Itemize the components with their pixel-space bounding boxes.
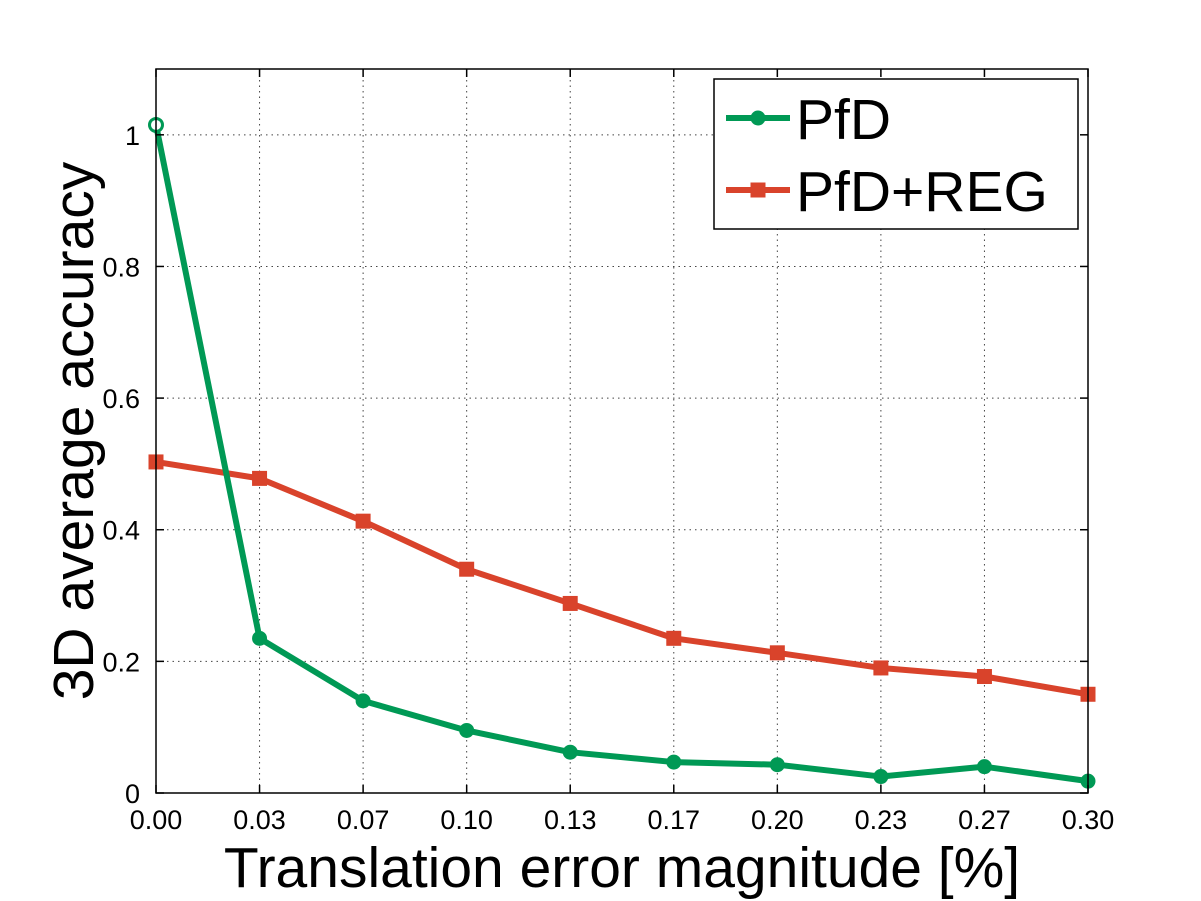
x-tick-label: 0.30: [1062, 805, 1115, 835]
data-point-pfd: [769, 757, 785, 773]
x-tick-label: 0.17: [647, 805, 700, 835]
legend-box: [713, 78, 1079, 230]
x-tick-label: 0.03: [233, 805, 286, 835]
data-point-pfd: [976, 759, 992, 775]
data-point-pfd: [459, 722, 475, 738]
data-point-pfd: [355, 693, 371, 709]
x-tick-label: 0.27: [958, 805, 1011, 835]
data-point-pfd: [562, 744, 578, 760]
data-point-pfd-reg: [873, 660, 889, 676]
y-tick-label: 0.4: [102, 516, 140, 546]
legend-marker-pfd: [750, 110, 766, 126]
legend-entry-pfd-reg: PfD+REG: [726, 160, 1048, 224]
x-tick-label: 0.23: [855, 805, 908, 835]
data-point-pfd-reg: [355, 513, 371, 529]
y-tick-label: 0.2: [102, 647, 140, 677]
y-tick-label: 0: [125, 779, 140, 809]
x-tick-label: 0.20: [751, 805, 804, 835]
series-pfd: [148, 116, 1096, 789]
plot-frame: [155, 68, 1089, 794]
legend-label-pfd: PfD: [796, 88, 891, 152]
legend: PfD PfD+REG: [713, 78, 1079, 230]
series-line-pfd: [153, 124, 1089, 785]
x-tick-label: 0.07: [337, 805, 390, 835]
y-tick-label: 0.8: [102, 252, 140, 282]
series-pfd-reg: [148, 454, 1096, 702]
legend-marker-pfd-reg: [750, 182, 766, 198]
y-tick-label: 0.6: [102, 384, 140, 414]
x-axis-label: Translation error magnitude [%]: [224, 836, 1020, 900]
x-tick-label: 0.00: [130, 805, 183, 835]
y-tick-label: 1: [125, 121, 140, 151]
data-point-pfd-reg: [666, 630, 682, 646]
data-point-pfd-reg: [252, 470, 268, 486]
legend-entry-pfd: PfD: [726, 88, 891, 152]
x-tick-label: 0.10: [440, 805, 493, 835]
data-point-pfd: [252, 630, 268, 646]
data-point-pfd-reg: [769, 645, 785, 661]
legend-label-pfd-reg: PfD+REG: [796, 160, 1048, 224]
ticks: 0.00 0.03 0.07 0.10 0.13 0.17 0.20 0.23 0.27 0.30…: [102, 69, 1114, 835]
series-line-pfd-reg: [155, 458, 1089, 698]
data-point-pfd: [873, 769, 889, 785]
x-tick-label: 0.13: [544, 805, 597, 835]
y-axis-label: 3D average accuracy: [42, 161, 106, 700]
series-layer: [148, 116, 1096, 789]
data-point-pfd-reg: [562, 595, 578, 611]
data-point-pfd-reg: [976, 669, 992, 685]
data-point-pfd-reg: [459, 561, 475, 577]
data-point-pfd: [666, 754, 682, 770]
